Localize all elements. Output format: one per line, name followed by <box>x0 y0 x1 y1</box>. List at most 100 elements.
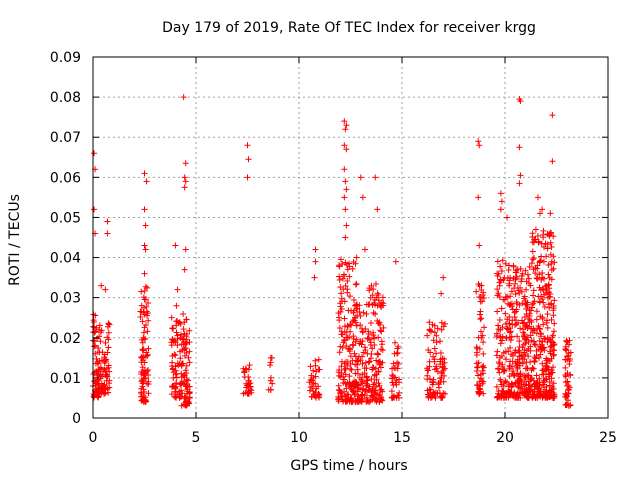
data-point <box>495 390 502 397</box>
data-point <box>344 379 351 386</box>
data-point <box>528 319 535 326</box>
data-point <box>549 334 556 341</box>
x-tick-label: 10 <box>290 430 308 446</box>
data-point <box>378 338 385 345</box>
data-point <box>542 240 549 247</box>
data-point <box>565 397 572 404</box>
data-point <box>105 329 112 336</box>
data-point <box>479 332 486 339</box>
data-point <box>548 366 555 373</box>
data-point <box>498 268 505 275</box>
data-point <box>184 377 191 384</box>
data-point <box>368 388 375 395</box>
data-point <box>105 320 112 327</box>
data-point <box>173 329 180 336</box>
data-point <box>372 311 379 318</box>
data-point <box>370 329 377 336</box>
data-point <box>245 366 252 373</box>
data-point <box>363 394 370 401</box>
data-point <box>351 350 358 357</box>
data-point <box>180 341 187 348</box>
data-point <box>425 367 432 374</box>
data-point <box>137 313 144 320</box>
data-point <box>544 231 551 238</box>
data-point <box>396 389 403 396</box>
data-point <box>376 319 383 326</box>
data-point <box>365 331 372 338</box>
data-point <box>336 277 343 284</box>
data-point <box>476 142 483 149</box>
data-point <box>185 354 192 361</box>
data-point <box>392 258 399 265</box>
data-point <box>93 355 100 362</box>
data-point <box>567 402 574 409</box>
data-point <box>140 329 147 336</box>
data-point <box>315 356 322 363</box>
data-point <box>90 317 97 324</box>
data-point <box>183 349 190 356</box>
data-point <box>507 344 514 351</box>
data-point <box>96 349 103 356</box>
data-point <box>438 374 445 381</box>
data-point <box>512 360 519 367</box>
data-point <box>441 365 448 372</box>
data-point <box>142 398 149 405</box>
data-point <box>440 367 447 374</box>
data-point <box>519 355 526 362</box>
data-point <box>511 390 518 397</box>
data-point <box>438 319 445 326</box>
data-point <box>494 292 501 299</box>
data-point <box>185 398 192 405</box>
data-point <box>519 344 526 351</box>
data-point <box>430 378 437 385</box>
y-tick-label: 0.08 <box>50 90 81 106</box>
data-point <box>341 323 348 330</box>
data-point <box>529 364 536 371</box>
data-point <box>348 394 355 401</box>
data-point <box>372 365 379 372</box>
data-point <box>437 338 444 345</box>
data-point <box>168 314 175 321</box>
data-point <box>339 393 346 400</box>
data-point <box>508 381 515 388</box>
data-point <box>529 248 536 255</box>
data-point <box>344 322 351 329</box>
data-point <box>91 206 98 213</box>
data-point <box>539 274 546 281</box>
data-point <box>367 319 374 326</box>
data-point <box>551 391 558 398</box>
data-point <box>536 271 543 278</box>
data-point <box>543 363 550 370</box>
data-point <box>380 324 387 331</box>
data-point <box>388 375 395 382</box>
data-point <box>506 391 513 398</box>
data-point <box>514 333 521 340</box>
data-point <box>510 263 517 270</box>
data-point <box>379 397 386 404</box>
data-point <box>337 303 344 310</box>
data-point <box>513 269 520 276</box>
data-point <box>306 387 313 394</box>
data-point <box>104 323 111 330</box>
data-point <box>500 349 507 356</box>
data-point <box>548 276 555 283</box>
data-point <box>437 358 444 365</box>
data-point <box>370 286 377 293</box>
data-point <box>529 256 536 263</box>
data-point <box>495 365 502 372</box>
data-point <box>312 246 319 253</box>
data-point <box>477 328 484 335</box>
data-point <box>515 394 522 401</box>
axis-ticks <box>92 56 609 419</box>
data-point <box>168 383 175 390</box>
data-point <box>517 98 524 105</box>
data-point <box>529 329 536 336</box>
data-point <box>479 298 486 305</box>
data-point <box>522 336 529 343</box>
data-point <box>476 311 483 318</box>
data-point <box>371 342 378 349</box>
data-point <box>358 380 365 387</box>
data-point <box>375 334 382 341</box>
data-point <box>357 398 364 405</box>
data-point <box>360 329 367 336</box>
